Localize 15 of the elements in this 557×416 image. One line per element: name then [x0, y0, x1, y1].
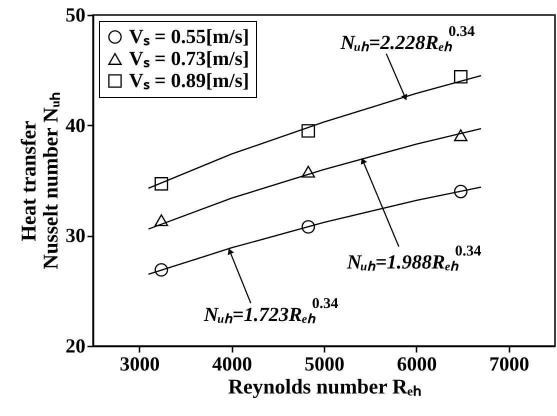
y-tick-label: 30 — [66, 225, 86, 248]
x-tick-label: 7000 — [489, 354, 530, 376]
x-tick-label: 5000 — [304, 354, 344, 376]
x-tick-label: 3000 — [120, 354, 160, 376]
y-tick-label: 50 — [66, 4, 86, 26]
text: Heat transfer — [16, 120, 40, 242]
text: Nusselt number Nᵤₕ — [38, 92, 62, 270]
legend-label: Vₛ = 0.55[m/s] — [129, 26, 250, 48]
x-axis-title: Reynolds number Rₑₕ — [228, 374, 421, 398]
y-tick-label: 20 — [66, 336, 86, 358]
x-tick-label: 6000 — [396, 354, 437, 376]
x-tick-label: 4000 — [212, 354, 252, 376]
legend-label: Vₛ = 0.73[m/s] — [129, 48, 250, 70]
y-tick-label: 40 — [66, 114, 86, 137]
legend-label: Vₛ = 0.89[m/s] — [129, 70, 250, 92]
